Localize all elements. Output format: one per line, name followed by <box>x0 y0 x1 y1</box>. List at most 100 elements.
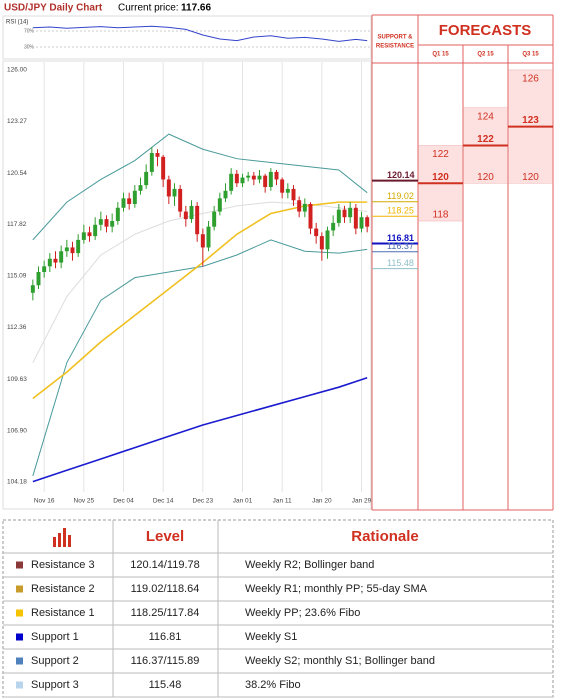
candle-body <box>59 251 64 263</box>
candle-body <box>302 204 307 212</box>
row-name: Resistance 1 <box>31 607 95 619</box>
candle-body <box>348 207 353 218</box>
candle-body <box>325 230 330 250</box>
y-tick-label: 126.00 <box>7 67 27 74</box>
y-tick-label: 117.82 <box>7 221 27 228</box>
price-label: Current price: <box>118 3 179 14</box>
y-tick-label: 106.90 <box>7 427 27 434</box>
x-tick-label: Jan 20 <box>312 498 332 505</box>
x-tick-label: Nov 16 <box>34 498 55 505</box>
row-name: Support 1 <box>31 631 79 643</box>
candle-body <box>195 205 200 235</box>
candle-body <box>234 173 239 184</box>
candle-body <box>240 177 245 184</box>
candle-body <box>342 209 347 218</box>
y-tick-label: 70% <box>24 28 35 34</box>
candle-body <box>280 179 285 193</box>
row-rationale: 38.2% Fibo <box>245 679 301 691</box>
y-tick-label: 123.27 <box>7 118 27 125</box>
candle-body <box>217 198 222 212</box>
candle-body <box>149 153 154 172</box>
y-tick-label: 115.09 <box>7 273 27 280</box>
candle-body <box>81 232 86 240</box>
overlay-line <box>32 133 368 241</box>
y-tick-label: 109.63 <box>7 376 27 383</box>
level-label: 120.14 <box>387 170 415 180</box>
candle-body <box>359 217 364 229</box>
candle-body <box>365 217 370 227</box>
row-level: 120.14/119.78 <box>130 559 200 571</box>
forecast-column-label: Q3 15 <box>522 52 539 58</box>
x-tick-label: Nov 25 <box>74 498 95 505</box>
row-level: 116.37/115.89 <box>131 655 200 667</box>
candle-body <box>246 175 251 178</box>
forecast-low: 120 <box>477 172 494 183</box>
forecast-column-label: Q2 15 <box>477 52 494 58</box>
candle-body <box>104 219 109 227</box>
candle-body <box>47 258 52 267</box>
sr-title: SUPPORT & <box>377 35 413 41</box>
candle-body <box>257 175 262 180</box>
level-label: 116.81 <box>387 233 414 243</box>
candle-body <box>268 171 273 188</box>
x-tick-label: Jan 01 <box>233 498 253 505</box>
candle-body <box>308 204 313 229</box>
row-level: 115.48 <box>149 679 182 691</box>
candle-body <box>93 224 98 237</box>
table-header: Rationale <box>351 528 419 545</box>
candle-body <box>76 239 81 254</box>
candle-body <box>53 258 58 263</box>
y-tick-label: 112.36 <box>7 324 27 331</box>
right-panel <box>371 14 554 511</box>
candle-body <box>331 222 336 231</box>
forecast-high: 126 <box>522 74 539 85</box>
forecast-column-label: Q1 15 <box>432 52 449 58</box>
candle-body <box>138 185 143 191</box>
forecast-high: 122 <box>432 149 449 160</box>
candle-body <box>314 228 319 237</box>
candle-body <box>98 219 103 225</box>
candle-body <box>64 247 69 252</box>
candle-body <box>212 211 217 227</box>
candle-body <box>121 198 126 208</box>
row-rationale: Weekly R1; monthly PP; 55-day SMA <box>245 583 428 595</box>
x-tick-label: Dec 04 <box>113 498 134 505</box>
row-rationale: Weekly S2; monthly S1; Bollinger band <box>245 655 435 667</box>
row-name: Resistance 3 <box>31 559 95 571</box>
overlay-line <box>32 376 368 483</box>
forecast-high: 124 <box>477 111 494 122</box>
candle-body <box>166 179 171 197</box>
y-tick-label: 30% <box>24 44 35 50</box>
level-label: 118.25 <box>387 206 414 216</box>
candle-body <box>223 190 228 199</box>
candle-body <box>110 221 115 227</box>
chart-title: USD/JPY Daily Chart <box>4 3 103 14</box>
legend-swatch <box>16 561 23 569</box>
candle-body <box>172 188 177 197</box>
candle-body <box>155 153 160 157</box>
candle-body <box>30 285 35 293</box>
y-tick-label: 120.54 <box>7 170 27 177</box>
row-rationale: Weekly R2; Bollinger band <box>245 559 374 571</box>
row-name: Support 2 <box>31 655 79 667</box>
row-level: 116.81 <box>149 631 182 643</box>
candle-body <box>115 207 120 222</box>
icon-bar <box>63 528 66 547</box>
x-tick-label: Jan 29 <box>352 498 372 505</box>
candle-body <box>291 188 296 201</box>
candle-body <box>178 188 183 212</box>
candle-body <box>127 198 132 205</box>
candle-body <box>206 226 211 248</box>
candle-body <box>70 247 75 254</box>
row-name: Support 3 <box>31 679 79 691</box>
x-tick-label: Dec 23 <box>193 498 214 505</box>
forecast-low: 120 <box>522 172 539 183</box>
current-price: 117.66 <box>181 3 211 14</box>
candle-body <box>144 171 149 186</box>
candle-body <box>274 171 279 180</box>
row-name: Resistance 2 <box>31 583 95 595</box>
legend-swatch <box>16 609 23 617</box>
legend-swatch <box>16 657 23 665</box>
